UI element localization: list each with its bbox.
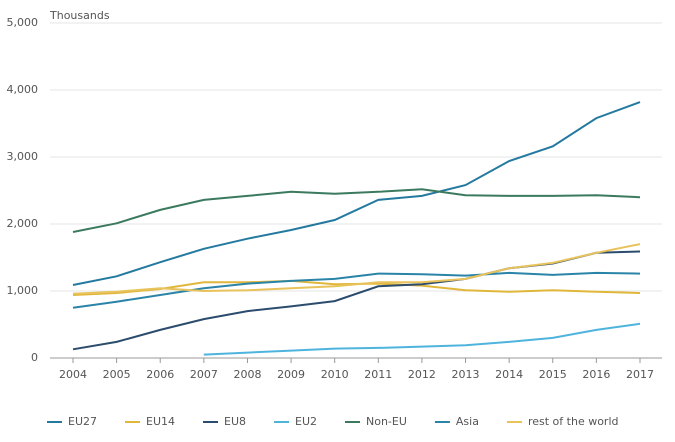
x-tick-label: 2008 xyxy=(233,368,261,381)
series-line xyxy=(72,101,641,286)
chart-title: Thousands xyxy=(49,9,110,22)
x-tick-label: 2017 xyxy=(626,368,654,381)
x-tick-label: 2011 xyxy=(364,368,392,381)
x-tick-label: 2015 xyxy=(539,368,567,381)
legend-label: EU8 xyxy=(224,415,246,428)
series-line xyxy=(72,250,641,351)
x-tick-label: 2010 xyxy=(321,368,349,381)
legend-label: EU14 xyxy=(146,415,175,428)
x-tick-label: 2004 xyxy=(59,368,87,381)
y-tick-label: 5,000 xyxy=(7,16,39,29)
x-tick-label: 2013 xyxy=(452,368,480,381)
x-tick-label: 2016 xyxy=(582,368,610,381)
legend-label: EU2 xyxy=(295,415,317,428)
x-tick-label: 2006 xyxy=(146,368,174,381)
series-line xyxy=(72,243,641,295)
legend-label: EU27 xyxy=(68,415,97,428)
x-tick-label: 2009 xyxy=(277,368,305,381)
series-line xyxy=(203,322,641,356)
legend-label: Non-EU xyxy=(366,415,407,428)
x-tick-label: 2007 xyxy=(190,368,218,381)
series-line xyxy=(72,188,641,233)
y-tick-label: 2,000 xyxy=(7,217,39,230)
y-tick-label: 3,000 xyxy=(7,150,39,163)
x-tick-label: 2005 xyxy=(103,368,131,381)
y-tick-label: 4,000 xyxy=(7,83,39,96)
y-tick-label: 1,000 xyxy=(7,284,39,297)
y-tick-label: 0 xyxy=(31,351,38,364)
x-tick-label: 2012 xyxy=(408,368,436,381)
legend-label: Asia xyxy=(456,415,479,428)
x-tick-label: 2014 xyxy=(495,368,523,381)
legend-label: rest of the world xyxy=(528,415,619,428)
series-line xyxy=(72,271,641,309)
